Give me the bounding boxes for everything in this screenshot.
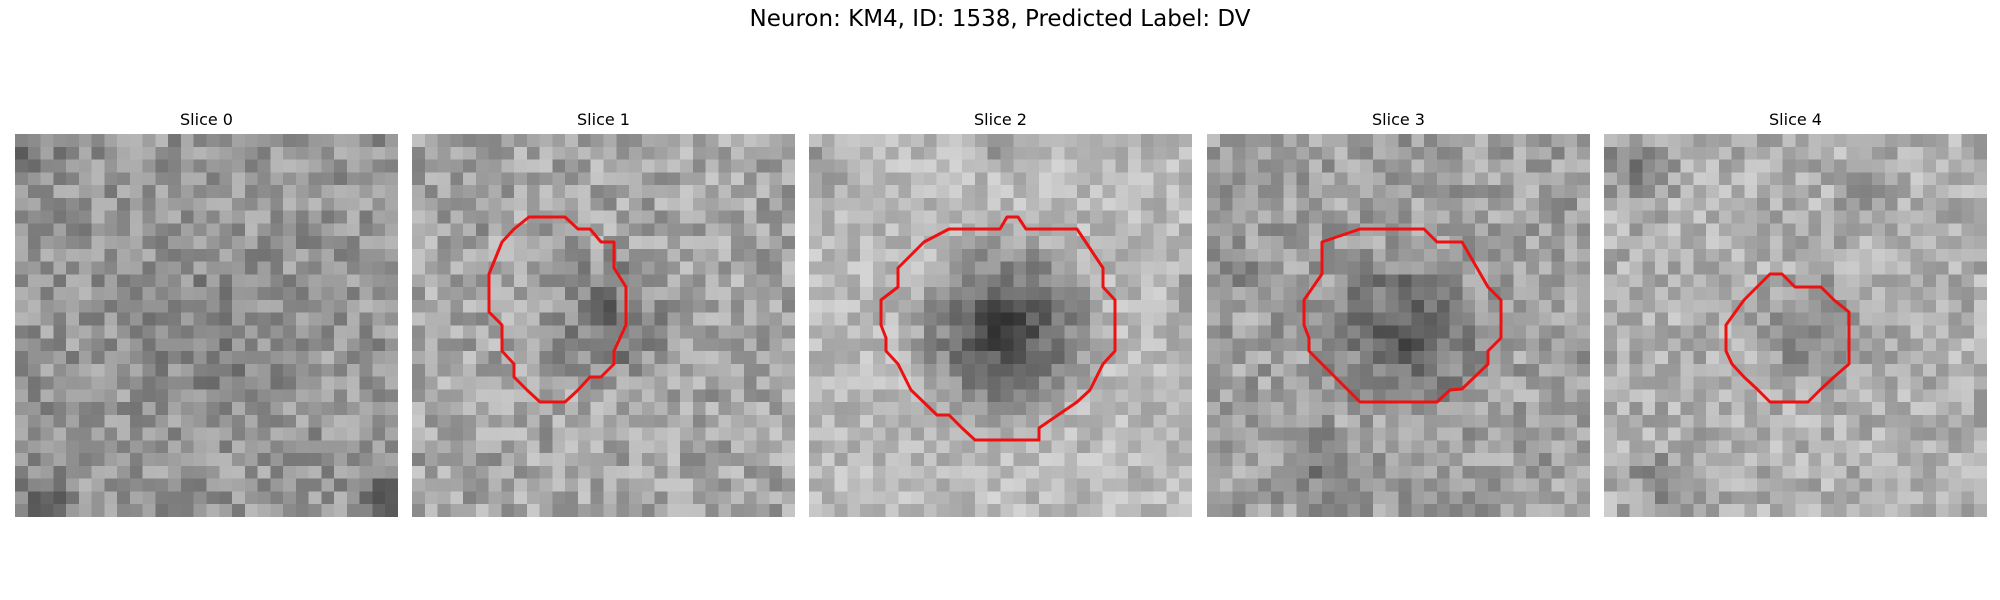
slice-title: Slice 3: [1372, 110, 1425, 129]
slice-title: Slice 2: [974, 110, 1027, 129]
slice-4-pixels: [1604, 134, 1987, 517]
slice-title: Slice 0: [180, 110, 233, 129]
segmentation-outline: [1724, 272, 1851, 404]
segmentation-outline: [487, 215, 628, 404]
slice-0-pixels: [15, 134, 398, 517]
slice-3-pixels: [1207, 134, 1590, 517]
slice-image: [809, 134, 1192, 517]
slice-image: [412, 134, 795, 517]
figure-title: Neuron: KM4, ID: 1538, Predicted Label: …: [749, 6, 1251, 32]
slice-image: [1604, 134, 1987, 517]
slice-image: [1207, 134, 1590, 517]
slice-title: Slice 4: [1769, 110, 1822, 129]
segmentation-outline: [1302, 227, 1503, 404]
slice-1-pixels: [412, 134, 795, 517]
slice-title: Slice 1: [577, 110, 630, 129]
slice-image: [15, 134, 398, 517]
segmentation-outline: [879, 215, 1117, 442]
slice-2-pixels: [809, 134, 1192, 517]
